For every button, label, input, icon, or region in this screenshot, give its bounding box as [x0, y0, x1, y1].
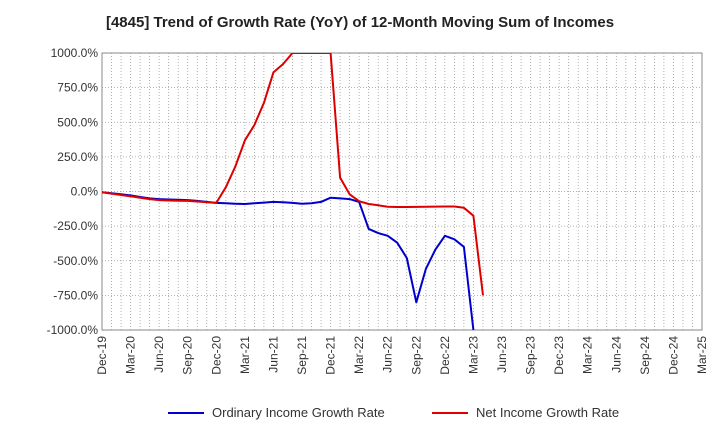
legend-ordinary: Ordinary Income Growth Rate — [168, 405, 385, 420]
x-tick-label: Sep-21 — [295, 336, 309, 375]
y-tick-label: 500.0% — [57, 115, 98, 129]
y-tick-label: 1000.0% — [51, 46, 99, 60]
y-tick-label: -1000.0% — [47, 323, 99, 337]
x-tick-label: Jun-20 — [152, 336, 166, 373]
x-tick-label: Dec-24 — [666, 336, 680, 375]
x-tick-label: Jun-22 — [381, 336, 395, 373]
x-tick-label: Mar-24 — [581, 336, 595, 374]
x-tick-label: Jun-21 — [266, 336, 280, 373]
x-tick-label: Mar-21 — [238, 336, 252, 374]
x-tick-label: Sep-24 — [638, 336, 652, 375]
y-tick-label: 250.0% — [57, 150, 98, 164]
legend-net-label: Net Income Growth Rate — [476, 405, 620, 420]
x-tick-label: Sep-20 — [181, 336, 195, 375]
legend-ordinary-swatch — [168, 411, 204, 414]
x-tick-label: Sep-22 — [409, 336, 423, 375]
y-tick-label: 750.0% — [57, 81, 98, 95]
x-tick-label: Sep-23 — [524, 336, 538, 375]
chart-title: [4845] Trend of Growth Rate (YoY) of 12-… — [105, 14, 615, 31]
series-line-1 — [102, 53, 484, 296]
y-tick-label: -500.0% — [53, 254, 98, 268]
x-tick-label: Jun-23 — [495, 336, 509, 373]
legend-net: Net Income Growth Rate — [432, 405, 619, 420]
x-tick-label: Mar-20 — [124, 336, 138, 374]
x-tick-label: Mar-23 — [466, 336, 480, 374]
y-tick-label: 0.0% — [71, 185, 99, 199]
legend-net-swatch — [432, 411, 468, 414]
x-tick-label: Mar-25 — [695, 336, 709, 374]
legend-ordinary-label: Ordinary Income Growth Rate — [212, 405, 385, 420]
x-tick-label: Dec-23 — [552, 336, 566, 375]
x-tick-label: Dec-19 — [95, 336, 109, 375]
x-tick-label: Mar-22 — [352, 336, 366, 374]
x-tick-label: Dec-20 — [209, 336, 223, 375]
x-tick-label: Dec-21 — [324, 336, 338, 375]
y-tick-label: -750.0% — [53, 288, 98, 302]
y-tick-label: -250.0% — [53, 219, 98, 233]
x-tick-label: Dec-22 — [438, 336, 452, 375]
x-tick-label: Jun-24 — [609, 336, 623, 373]
